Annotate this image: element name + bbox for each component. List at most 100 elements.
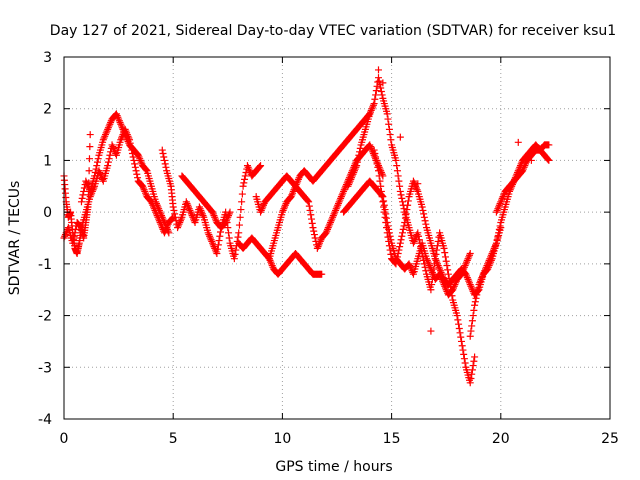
data-point — [495, 203, 503, 211]
data-point — [225, 229, 233, 237]
data-point — [367, 106, 375, 114]
data-point — [444, 266, 452, 274]
data-point — [467, 327, 475, 335]
data-point — [257, 162, 265, 170]
data-point — [450, 282, 458, 290]
data-point — [210, 212, 218, 220]
data-point — [216, 232, 224, 240]
data-point — [153, 201, 161, 209]
data-point — [258, 205, 266, 213]
data-point — [326, 218, 334, 226]
data-point — [412, 184, 420, 192]
data-point — [442, 257, 450, 265]
data-point — [374, 167, 382, 175]
data-point — [435, 263, 443, 271]
data-point — [497, 198, 505, 206]
data-point — [256, 162, 264, 170]
data-point — [420, 213, 428, 221]
data-point — [348, 174, 356, 182]
data-point — [324, 224, 332, 232]
data-point — [463, 272, 471, 280]
data-point — [121, 131, 129, 139]
data-point — [85, 155, 93, 163]
data-point — [373, 160, 381, 168]
data-point — [241, 172, 249, 180]
data-point — [399, 229, 407, 237]
data-point — [423, 255, 431, 263]
data-point — [464, 255, 472, 263]
data-point — [424, 258, 432, 266]
data-point — [468, 284, 476, 292]
data-point — [311, 234, 319, 242]
data-point — [374, 74, 382, 82]
data-point — [215, 237, 223, 245]
plot-frame — [63, 56, 611, 420]
data-point — [159, 215, 167, 223]
data-point — [185, 205, 193, 213]
data-point — [398, 232, 406, 240]
data-point — [369, 103, 377, 111]
data-point — [187, 208, 195, 216]
x-tick-labels: 0 5 10 15 20 25 — [60, 431, 619, 447]
data-point — [545, 141, 553, 149]
data-point — [210, 243, 218, 251]
data-point — [85, 179, 93, 187]
data-point — [371, 150, 379, 158]
data-point — [176, 218, 184, 226]
data-point — [106, 120, 114, 128]
x-tick-label: 5 — [169, 431, 178, 447]
data-point — [466, 379, 474, 387]
data-point — [366, 143, 374, 151]
data-point — [243, 162, 251, 170]
series-tracks-b — [77, 110, 173, 237]
data-point — [422, 220, 430, 228]
data-point — [492, 239, 500, 247]
data-point — [370, 100, 378, 108]
data-point — [368, 105, 376, 113]
data-point — [402, 210, 410, 218]
data-point — [462, 270, 470, 278]
data-point — [467, 374, 475, 382]
data-point — [103, 127, 111, 135]
data-point — [96, 170, 104, 178]
data-point — [414, 229, 422, 237]
data-point — [187, 210, 195, 218]
data-point — [385, 125, 393, 133]
data-point — [340, 187, 348, 195]
data-point — [225, 210, 233, 218]
data-point — [154, 203, 162, 211]
data-point — [496, 222, 504, 230]
data-point — [304, 197, 312, 205]
data-point — [352, 163, 360, 171]
data-point — [268, 262, 276, 270]
data-point — [238, 190, 246, 198]
data-point — [442, 286, 450, 294]
data-points — [60, 66, 553, 387]
data-point — [393, 253, 401, 261]
data-point — [374, 66, 382, 74]
data-point — [196, 205, 204, 213]
data-point — [465, 279, 473, 287]
series-tracks-h — [265, 141, 387, 263]
data-point — [465, 251, 473, 259]
data-point — [388, 255, 396, 263]
data-point — [356, 148, 364, 156]
data-point — [484, 265, 492, 273]
data-point — [205, 231, 213, 239]
data-point — [108, 141, 116, 149]
data-point — [281, 203, 289, 211]
data-point — [171, 213, 179, 221]
data-point — [413, 186, 421, 194]
data-point — [303, 196, 311, 204]
data-point — [168, 215, 176, 223]
data-point — [376, 177, 384, 185]
data-point — [366, 110, 374, 118]
data-point — [366, 141, 374, 149]
data-point — [131, 163, 139, 171]
data-point — [355, 151, 363, 159]
data-point — [116, 119, 124, 127]
data-point — [209, 210, 217, 218]
data-point — [142, 166, 150, 174]
data-point — [449, 286, 457, 294]
data-point — [235, 229, 243, 237]
